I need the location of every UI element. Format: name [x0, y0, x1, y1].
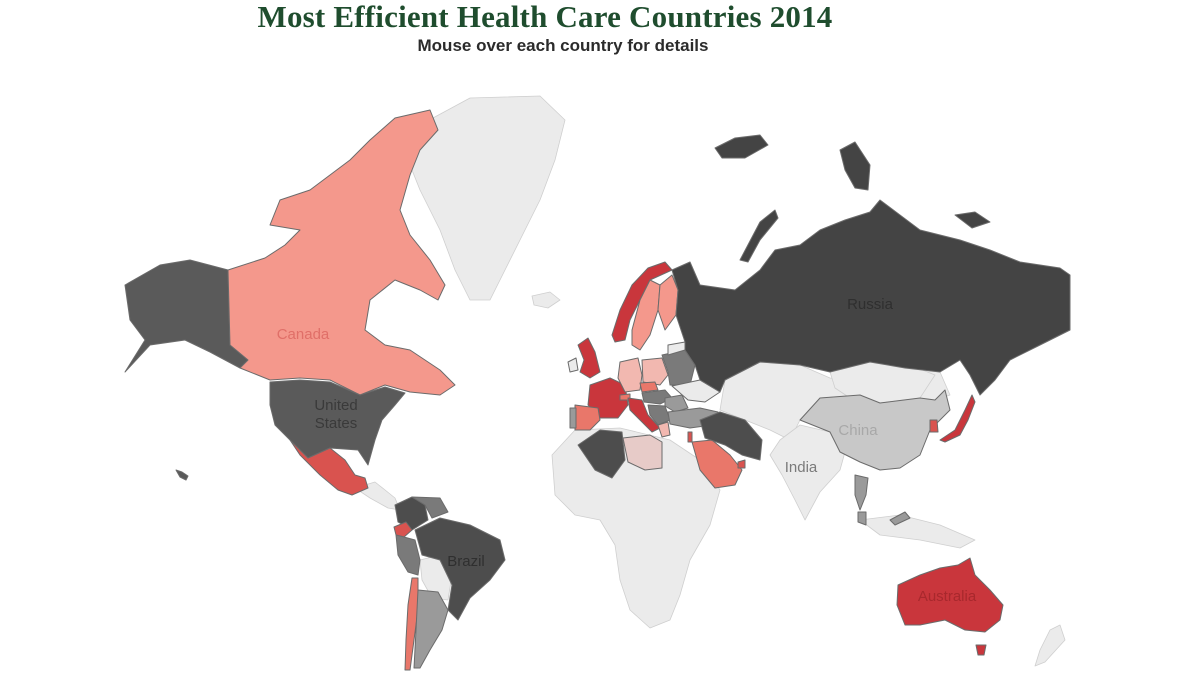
country-saudi-arabia[interactable]	[691, 439, 743, 489]
country-russia-arctic-islands[interactable]	[839, 141, 871, 191]
page-subtitle: Mouse over each country for details	[417, 36, 709, 55]
country-finland[interactable]	[657, 274, 679, 331]
country-czech-republic[interactable]	[639, 381, 659, 393]
country-poland[interactable]	[641, 357, 669, 386]
country-ukraine-nodata[interactable]	[671, 379, 721, 403]
country-indonesia[interactable]	[859, 514, 976, 549]
country-peru[interactable]	[395, 534, 421, 576]
country-hawaii[interactable]	[175, 469, 189, 481]
country-ireland[interactable]	[567, 357, 579, 373]
country-franz-josef-land[interactable]	[714, 134, 769, 159]
country-tasmania[interactable]	[975, 644, 987, 656]
country-chile[interactable]	[404, 577, 419, 671]
country-mexico[interactable]	[289, 439, 369, 496]
country-china[interactable]	[799, 389, 951, 471]
country-south-korea[interactable]	[929, 419, 939, 433]
country-portugal[interactable]	[569, 407, 577, 429]
country-new-zealand[interactable]	[1034, 624, 1066, 667]
country-india[interactable]	[769, 424, 846, 521]
country-novaya-zemlya[interactable]	[739, 209, 779, 263]
country-australia[interactable]	[896, 557, 1004, 633]
country-argentina[interactable]	[413, 589, 449, 669]
country-balkans[interactable]	[647, 404, 671, 426]
country-iceland[interactable]	[531, 291, 561, 309]
country-thailand[interactable]	[854, 474, 869, 511]
country-germany[interactable]	[617, 357, 643, 393]
country-africa-nodata[interactable]	[551, 427, 721, 629]
country-libya[interactable]	[622, 434, 663, 471]
country-norway[interactable]	[611, 261, 673, 343]
country-ecuador[interactable]	[393, 521, 413, 538]
country-uae[interactable]	[737, 459, 746, 469]
country-italy[interactable]	[627, 397, 661, 433]
country-japan[interactable]	[939, 394, 976, 443]
country-united-kingdom[interactable]	[577, 337, 601, 379]
country-spain[interactable]	[574, 404, 601, 431]
country-malaysia-borneo[interactable]	[889, 511, 911, 526]
page-title: Most Efficient Health Care Countries 201…	[257, 0, 833, 34]
country-alaska[interactable]	[124, 259, 249, 373]
country-united-states[interactable]	[269, 379, 406, 466]
country-israel[interactable]	[687, 431, 693, 443]
country-malaysia[interactable]	[857, 511, 867, 526]
country-russia[interactable]	[671, 199, 1071, 396]
country-iran-iraq-syria[interactable]	[699, 411, 763, 461]
country-canada[interactable]	[227, 109, 456, 396]
country-greece[interactable]	[657, 421, 671, 438]
country-brazil[interactable]	[414, 517, 506, 621]
country-new-siberian-islands[interactable]	[954, 211, 991, 229]
country-greenland[interactable]	[407, 95, 566, 301]
country-venezuela[interactable]	[411, 496, 449, 519]
country-algeria[interactable]	[577, 429, 626, 479]
